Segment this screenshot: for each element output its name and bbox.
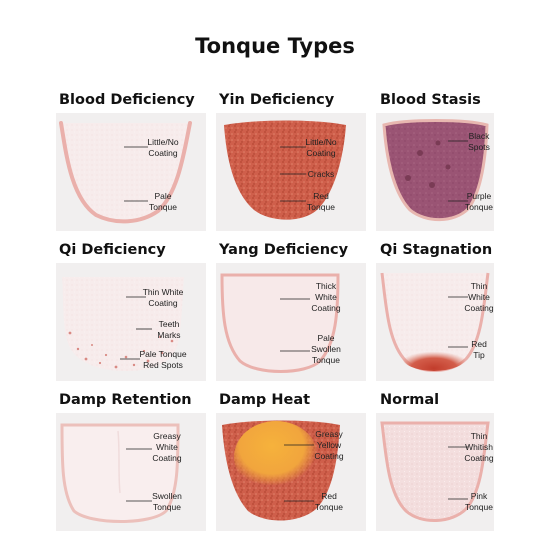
annotation-label: Greasy White Coating — [152, 431, 182, 463]
annotation-label: Black Spots — [468, 131, 490, 152]
tongue-illustration — [382, 119, 489, 222]
annotation-label: Red Tonque — [307, 191, 335, 212]
tongue-illustration — [222, 420, 340, 521]
cell-title-blood-stasis: Blood Stasis — [380, 92, 481, 108]
tongue-panel-blood-deficiency: Little/No Coating Pale Tonque — [56, 113, 206, 231]
tongue-illustration — [380, 272, 490, 373]
tongue-panel-blood-stasis: Black Spots Purple Tonque — [376, 113, 494, 231]
annotation-label: Thick White Coating — [311, 281, 341, 313]
annotation-label: Thin White Coating — [142, 287, 184, 308]
annotation-label: Pale Tonque Red Spots — [139, 349, 187, 370]
annotation-label: Little/No Coating — [147, 137, 179, 158]
annotation-label: Greasy Yellow Coating — [314, 429, 344, 461]
cell-title-qi-deficiency: Qi Deficiency — [59, 242, 166, 258]
tongue-panel-damp-heat: Greasy Yellow Coating Red Tonque — [216, 413, 366, 531]
cell-title-damp-retention: Damp Retention — [59, 392, 192, 408]
annotation-label: Swollen Tonque — [152, 491, 182, 512]
cell-title-qi-stagnation: Qi Stagnation — [380, 242, 493, 258]
cell-title-blood-deficiency: Blood Deficiency — [59, 92, 195, 108]
tongue-panel-qi-deficiency: Thin White Coating Teeth Marks Pale Tonque… — [56, 263, 206, 381]
annotation-label: Pale Swollen Tonque — [311, 333, 341, 365]
tongue-illustration — [220, 273, 340, 373]
annotation-label: Thin Whitish Coating — [464, 431, 494, 463]
cell-title-damp-heat: Damp Heat — [219, 392, 311, 408]
tongue-panel-normal: Thin Whitish Coating Pink Tonque — [376, 413, 494, 531]
tongue-illustration — [224, 120, 346, 220]
cell-title-yang-deficiency: Yang Deficiency — [219, 242, 349, 258]
cell-title-yin-deficiency: Yin Deficiency — [219, 92, 335, 108]
annotation-label: Cracks — [307, 169, 335, 179]
tongue-panel-yang-deficiency: Thick White Coating Pale Swollen Tonque — [216, 263, 366, 381]
cell-title-normal: Normal — [380, 392, 440, 408]
annotation-label: Red Tip — [471, 339, 487, 360]
tongue-illustration — [59, 121, 192, 224]
tongue-panel-qi-stagnation: Thin White Coating Red Tip — [376, 263, 494, 381]
page-title: Tonque Types — [195, 34, 355, 58]
annotation-label: Red Tonque — [315, 491, 343, 512]
annotation-label: Little/No Coating — [305, 137, 337, 158]
annotation-label: Purple Tonque — [465, 191, 493, 212]
tongue-panel-damp-retention: Greasy White Coating Swollen Tonque — [56, 413, 206, 531]
annotation-label: Thin White Coating — [464, 281, 494, 313]
annotation-label: Pale Tonque — [149, 191, 177, 212]
annotation-label: Teeth Marks — [157, 319, 181, 340]
tongue-illustration — [62, 277, 184, 371]
tongue-illustration — [380, 421, 490, 523]
tongue-illustration — [60, 423, 180, 523]
tongue-panel-yin-deficiency: Little/No Coating Cracks Red Tonque — [216, 113, 366, 231]
annotation-label: Pink Tonque — [465, 491, 493, 512]
